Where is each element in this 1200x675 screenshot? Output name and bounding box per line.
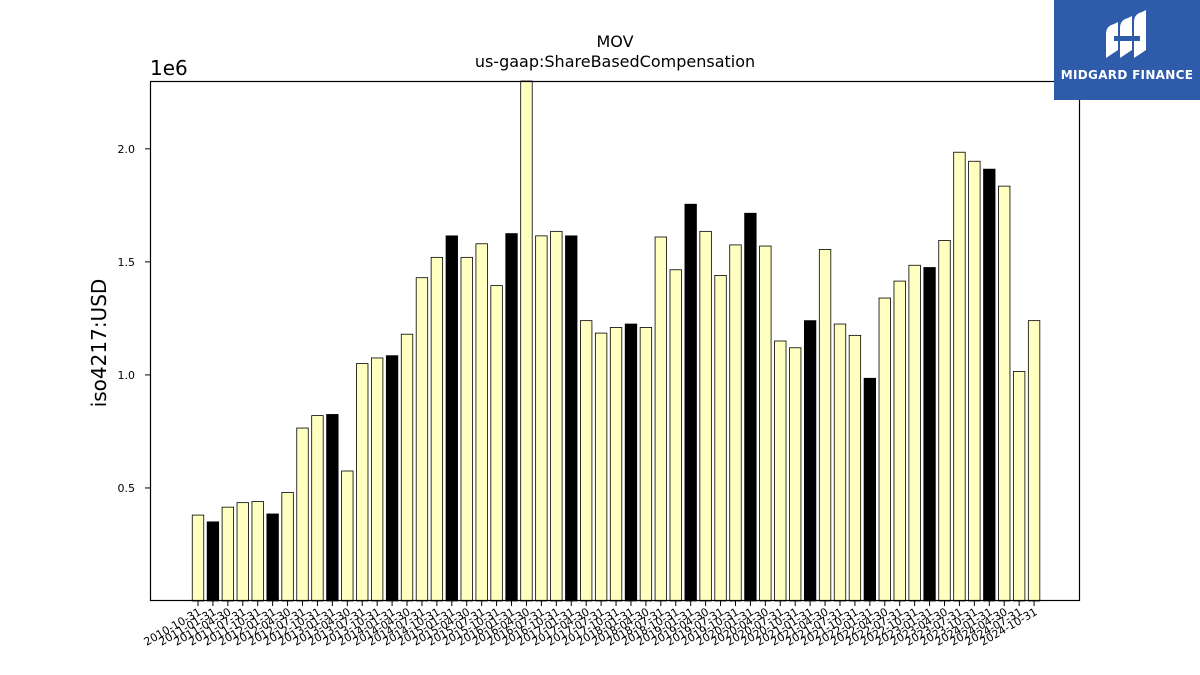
logo-mark-icon (1106, 10, 1146, 58)
bar-2022-01-31 (863, 377, 876, 602)
y-tick-label: 1.5 (118, 256, 136, 269)
bar-2017-01-31 (565, 235, 578, 602)
bar-2018-04-30 (639, 327, 653, 602)
x-axis-ticks: 2010-10-312011-01-312011-04-302011-07-31… (142, 601, 1040, 649)
bar-2019-04-30 (699, 230, 712, 602)
bar-2019-07-31 (714, 275, 727, 602)
bar-2012-10-31 (311, 415, 324, 602)
bar-2011-07-31 (236, 502, 249, 602)
bars-group (191, 80, 1041, 602)
y-tick-label: 2.0 (118, 143, 136, 156)
bar-2021-01-31 (803, 320, 817, 602)
bar-2023-07-31 (953, 151, 966, 602)
bar-2023-10-31 (968, 160, 981, 602)
y-tick-label: 1.0 (118, 369, 136, 382)
bar-2012-04-30 (281, 492, 294, 602)
bar-2013-04-30 (341, 470, 354, 602)
bar-2011-04-30 (221, 506, 235, 602)
bar-2012-01-31 (266, 513, 279, 602)
bar-2024-10-31 (1027, 320, 1041, 602)
bar-2014-10-31 (430, 256, 444, 602)
bar-2018-10-31 (669, 269, 682, 602)
bar-2020-07-31 (774, 340, 787, 602)
chart-title: MOV (596, 32, 634, 51)
bar-2016-10-31 (550, 230, 563, 602)
bar-2015-04-30 (460, 256, 473, 602)
bar-2011-01-31 (206, 521, 220, 602)
bar-2015-10-31 (490, 285, 503, 602)
bar-2019-10-31 (729, 244, 742, 602)
bar-2017-07-31 (594, 332, 608, 602)
bar-2022-10-31 (908, 264, 921, 602)
bar-2024-01-31 (983, 168, 996, 602)
logo-text: MIDGARD FINANCE (1060, 68, 1194, 82)
bar-2013-10-31 (371, 357, 384, 602)
bar-2018-01-31 (624, 323, 638, 602)
bar-2021-07-31 (833, 323, 847, 602)
bar-2018-07-31 (654, 236, 667, 602)
plot-frame (149, 80, 1081, 602)
bar-2015-01-31 (445, 235, 458, 602)
bar-2014-07-31 (415, 277, 429, 602)
y-axis-ticks: 0.5 1.0 1.5 2.0 (118, 143, 150, 495)
bar-2015-07-31 (475, 243, 488, 602)
bar-2013-07-31 (356, 363, 369, 602)
bar-2020-01-31 (744, 212, 757, 602)
bar-2012-07-31 (296, 427, 309, 602)
bar-2021-04-30 (818, 249, 832, 602)
bar-2016-04-30 (520, 80, 533, 602)
y-axis-offset-label: 1e6 (150, 56, 188, 80)
bar-2022-04-30 (878, 297, 891, 602)
y-tick-label: 0.5 (118, 482, 136, 495)
bar-2016-07-31 (535, 235, 548, 602)
bar-2017-10-31 (609, 327, 623, 602)
bar-2020-10-31 (789, 347, 802, 602)
bar-2014-01-31 (385, 355, 399, 602)
bar-2022-07-31 (893, 280, 906, 602)
bar-2024-04-30 (998, 185, 1011, 602)
bar-2017-04-30 (580, 320, 593, 602)
bar-2010-10-31 (191, 514, 205, 602)
brand-logo: MIDGARD FINANCE (1054, 0, 1200, 100)
bar-2019-01-31 (684, 203, 697, 602)
bar-2016-01-31 (505, 233, 518, 602)
bar-2023-04-30 (938, 239, 951, 602)
bar-2021-10-31 (848, 334, 862, 602)
bar-2023-01-31 (923, 267, 936, 602)
bar-2011-10-31 (251, 501, 264, 602)
bar-2024-07-31 (1013, 371, 1026, 602)
bar-2020-04-30 (759, 245, 772, 602)
bar-2013-01-31 (326, 414, 339, 602)
chart-subtitle: us-gaap:ShareBasedCompensation (474, 52, 756, 71)
bar-2014-04-30 (400, 333, 414, 602)
